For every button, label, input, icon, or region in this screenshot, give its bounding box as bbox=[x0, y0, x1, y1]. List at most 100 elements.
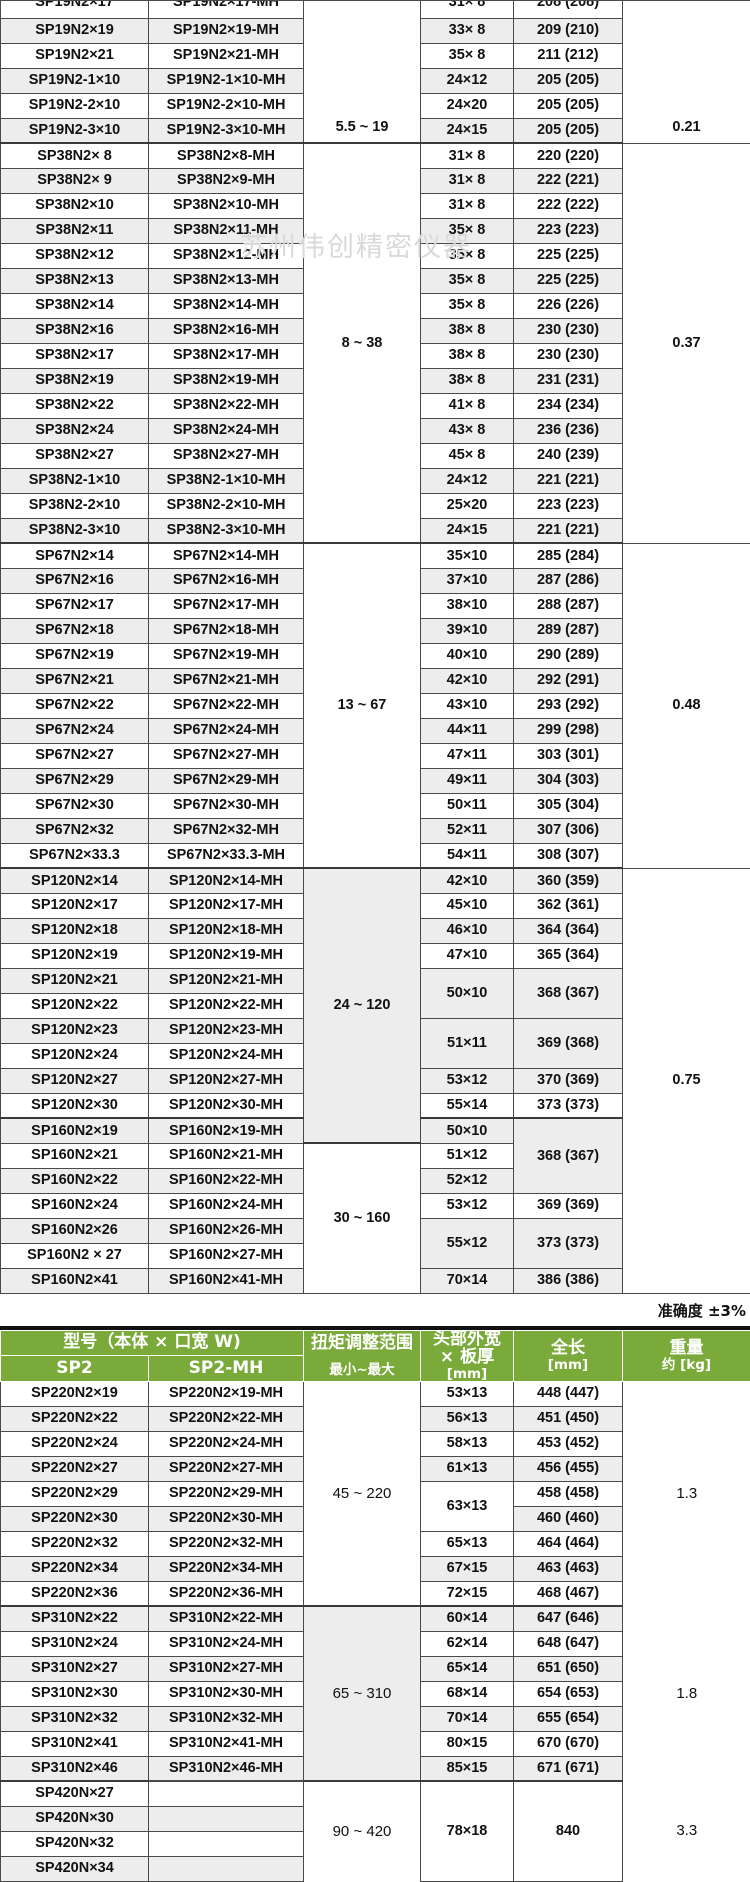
cell-head-width: 56×13 bbox=[421, 1406, 514, 1431]
cell-total-length: 304 (303) bbox=[514, 768, 623, 793]
cell-head-width: 46×10 bbox=[421, 918, 514, 943]
cell-head-width: 55×12 bbox=[421, 1218, 514, 1268]
cell-model-sp2mh: SP220N2×22-MH bbox=[149, 1406, 304, 1431]
cell-model-sp2mh: SP220N2×19-MH bbox=[149, 1381, 304, 1406]
cell-head-width: 38×10 bbox=[421, 593, 514, 618]
cell-head-width: 24×15 bbox=[421, 518, 514, 543]
cell-model-sp2mh: SP38N2×19-MH bbox=[149, 368, 304, 393]
cell-total-length: 458 (458) bbox=[514, 1481, 623, 1506]
cell-head-width: 50×11 bbox=[421, 793, 514, 818]
cell-weight: 0.21 bbox=[623, 1, 750, 144]
cell-model-sp2: SP67N2×30 bbox=[1, 793, 149, 818]
cell-model-sp2mh: SP120N2×30-MH bbox=[149, 1093, 304, 1118]
cell-model-sp2: SP67N2×14 bbox=[1, 543, 149, 568]
cell-head-width: 45× 8 bbox=[421, 443, 514, 468]
cell-model-sp2: SP38N2×17 bbox=[1, 343, 149, 368]
cell-model-sp2: SP19N2-1×10 bbox=[1, 68, 149, 93]
cell-model-sp2mh: SP19N2×21-MH bbox=[149, 43, 304, 68]
cell-model-sp2: SP220N2×32 bbox=[1, 1531, 149, 1556]
cell-total-length: 222 (221) bbox=[514, 168, 623, 193]
cell-head-width: 35× 8 bbox=[421, 243, 514, 268]
cell-model-sp2mh: SP310N2×41-MH bbox=[149, 1731, 304, 1756]
cell-head-width: 52×12 bbox=[421, 1168, 514, 1193]
cell-head-width: 38× 8 bbox=[421, 368, 514, 393]
cell-head-width: 51×11 bbox=[421, 1018, 514, 1068]
cell-total-length: 223 (223) bbox=[514, 218, 623, 243]
cell-model-sp2: SP160N2×22 bbox=[1, 1168, 149, 1193]
cell-total-length: 386 (386) bbox=[514, 1268, 623, 1293]
cell-total-length: 225 (225) bbox=[514, 243, 623, 268]
cell-total-length: 468 (467) bbox=[514, 1581, 623, 1606]
cell-head-width: 39×10 bbox=[421, 618, 514, 643]
cell-total-length: 305 (304) bbox=[514, 793, 623, 818]
cell-model-sp2mh: SP67N2×27-MH bbox=[149, 743, 304, 768]
header-head-width-unit: [mm] bbox=[421, 1367, 513, 1381]
header-torque-range-main: 扭矩调整范围 bbox=[311, 1333, 413, 1353]
cell-head-width: 35× 8 bbox=[421, 218, 514, 243]
cell-head-width: 54×11 bbox=[421, 843, 514, 868]
header-head-width-l2: × 板厚 bbox=[440, 1347, 494, 1367]
cell-head-width: 49×11 bbox=[421, 768, 514, 793]
cell-weight: 1.8 bbox=[623, 1606, 750, 1781]
cell-head-width: 42×10 bbox=[421, 868, 514, 893]
cell-model-sp2mh: SP67N2×29-MH bbox=[149, 768, 304, 793]
cell-total-length: 236 (236) bbox=[514, 418, 623, 443]
cell-model-sp2: SP310N2×41 bbox=[1, 1731, 149, 1756]
cell-model-sp2: SP67N2×16 bbox=[1, 568, 149, 593]
cell-model-sp2: SP310N2×30 bbox=[1, 1681, 149, 1706]
cell-model-sp2mh: SP38N2×10-MH bbox=[149, 193, 304, 218]
cell-total-length: 290 (289) bbox=[514, 643, 623, 668]
cell-head-width: 78×18 bbox=[421, 1781, 514, 1881]
cell-model-sp2: SP160N2×24 bbox=[1, 1193, 149, 1218]
cell-model-sp2: SP120N2×23 bbox=[1, 1018, 149, 1043]
cell-model-sp2mh: SP120N2×22-MH bbox=[149, 993, 304, 1018]
cell-model-sp2: SP120N2×18 bbox=[1, 918, 149, 943]
cell-total-length: 293 (292) bbox=[514, 693, 623, 718]
cell-model-sp2: SP38N2×24 bbox=[1, 418, 149, 443]
cell-model-sp2: SP220N2×27 bbox=[1, 1456, 149, 1481]
cell-model-sp2mh: SP310N2×32-MH bbox=[149, 1706, 304, 1731]
cell-total-length: 288 (287) bbox=[514, 593, 623, 618]
cell-total-length: 360 (359) bbox=[514, 868, 623, 893]
cell-model-sp2mh: SP38N2-3×10-MH bbox=[149, 518, 304, 543]
cell-total-length: 463 (463) bbox=[514, 1556, 623, 1581]
cell-model-sp2: SP38N2×14 bbox=[1, 293, 149, 318]
cell-model-sp2: SP120N2×30 bbox=[1, 1093, 149, 1118]
cell-model-sp2: SP38N2× 8 bbox=[1, 143, 149, 168]
cell-head-width: 35× 8 bbox=[421, 43, 514, 68]
cell-head-width: 33× 8 bbox=[421, 18, 514, 43]
cell-model-sp2: SP67N2×32 bbox=[1, 818, 149, 843]
cell-head-width: 38× 8 bbox=[421, 318, 514, 343]
cell-head-width: 37×10 bbox=[421, 568, 514, 593]
cell-model-sp2mh: SP120N2×17-MH bbox=[149, 893, 304, 918]
cell-model-sp2: SP310N2×24 bbox=[1, 1631, 149, 1656]
cell-head-width: 31× 8 bbox=[421, 168, 514, 193]
cell-model-sp2: SP120N2×24 bbox=[1, 1043, 149, 1068]
cell-model-sp2mh: SP120N2×27-MH bbox=[149, 1068, 304, 1093]
cell-model-sp2mh: SP38N2×27-MH bbox=[149, 443, 304, 468]
cell-head-width: 50×10 bbox=[421, 968, 514, 1018]
cell-torque-range: 8 ~ 38 bbox=[304, 143, 421, 543]
cell-model-sp2: SP310N2×27 bbox=[1, 1656, 149, 1681]
cell-total-length: 209 (210) bbox=[514, 18, 623, 43]
cell-total-length: 222 (222) bbox=[514, 193, 623, 218]
cell-model-sp2mh bbox=[149, 1856, 304, 1881]
cell-total-length: 211 (212) bbox=[514, 43, 623, 68]
cell-model-sp2mh: SP38N2×16-MH bbox=[149, 318, 304, 343]
cell-model-sp2: SP310N2×46 bbox=[1, 1756, 149, 1781]
cell-model-sp2: SP19N2-3×10 bbox=[1, 118, 149, 143]
header-row-primary: 型号（本体 × 口宽 W) 扭矩调整范围 最小~最大 头部外宽 × 板厚 [mm… bbox=[1, 1330, 750, 1355]
cell-model-sp2: SP220N2×22 bbox=[1, 1406, 149, 1431]
cell-model-sp2mh: SP160N2×21-MH bbox=[149, 1143, 304, 1168]
cell-head-width: 80×15 bbox=[421, 1731, 514, 1756]
header-total-length-main: 全长 bbox=[551, 1338, 585, 1358]
cell-total-length: 240 (239) bbox=[514, 443, 623, 468]
cell-total-length: 671 (671) bbox=[514, 1756, 623, 1781]
cell-model-sp2mh: SP38N2×17-MH bbox=[149, 343, 304, 368]
